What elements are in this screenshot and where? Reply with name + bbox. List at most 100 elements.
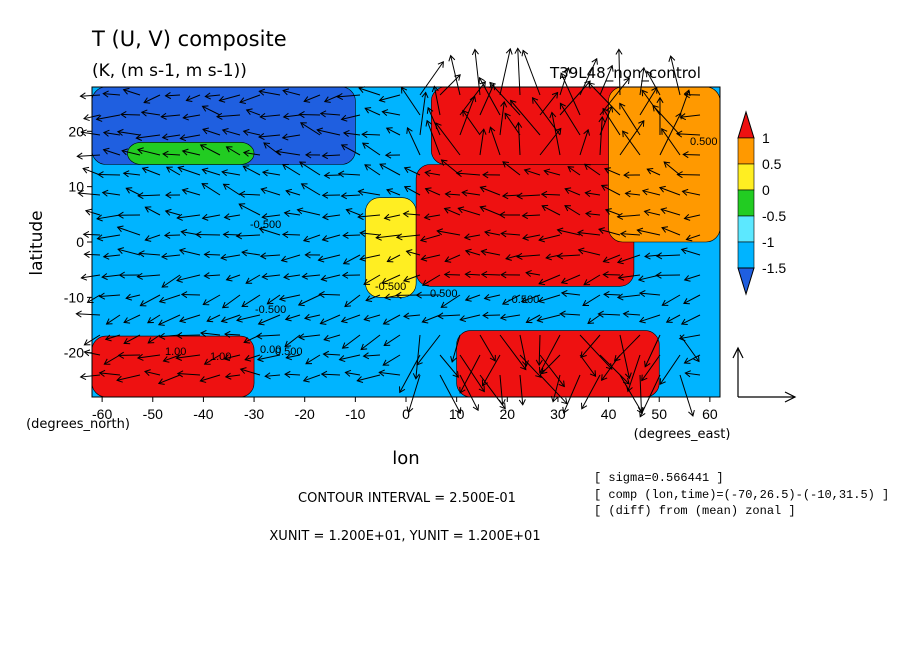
wind-vector-head [102, 129, 110, 137]
wind-vector-head [185, 95, 193, 102]
wind-vector-head [615, 48, 623, 55]
wind-vector-head [76, 152, 83, 160]
wind-vector-head [104, 334, 112, 342]
wind-vector-head [683, 357, 691, 364]
wind-vector [577, 231, 601, 236]
wind-vector [276, 150, 301, 156]
wind-vector [321, 274, 341, 280]
wind-vector [522, 214, 541, 217]
wind-vector [480, 206, 501, 216]
wind-vector-head [386, 256, 394, 263]
wind-vector-head [284, 340, 292, 348]
wind-vector [222, 171, 241, 176]
wind-vector-head [320, 274, 328, 282]
wind-vector [284, 334, 301, 347]
wind-vector [459, 354, 485, 392]
wind-vector [96, 214, 121, 220]
wind-vector [580, 334, 601, 358]
wind-vector-head [616, 257, 624, 265]
wind-vector-head [560, 289, 568, 297]
wind-vector-head [461, 189, 468, 197]
wind-vector-head [280, 255, 288, 263]
wind-vector [551, 112, 561, 156]
wind-vector-head [661, 128, 668, 135]
wind-vector-head [556, 252, 564, 260]
wind-vector [539, 374, 568, 405]
wind-vector-head [340, 114, 348, 122]
wind-vector-head [505, 47, 513, 55]
wind-vector [117, 248, 141, 256]
wind-vector [502, 161, 521, 176]
wind-vector-head [581, 402, 588, 410]
wind-vector-head [357, 213, 364, 221]
wind-vector [85, 210, 101, 216]
wind-vector [661, 128, 681, 156]
wind-vector [343, 132, 361, 136]
wind-vector [204, 253, 221, 256]
info-line-2: [ comp (lon,time)=(-70,26.5)-(-10,31.5) … [594, 488, 889, 502]
wind-vector [379, 94, 401, 101]
field-region [92, 335, 255, 397]
wind-vector-head [242, 149, 250, 157]
wind-vector-head [403, 166, 411, 174]
wind-vector [222, 294, 241, 309]
wind-vector [603, 273, 621, 276]
wind-vector [286, 354, 301, 359]
wind-vector [444, 273, 461, 276]
wind-vector-head [501, 192, 509, 200]
wind-vector [364, 314, 381, 321]
wind-vector [177, 214, 201, 219]
wind-vector [422, 314, 441, 323]
wind-vector-head [443, 207, 451, 214]
wind-vector-head [540, 367, 548, 375]
wind-vector-head [157, 319, 165, 326]
wind-vector-head [359, 254, 366, 262]
wind-vector-head [356, 376, 364, 383]
y-tick-label: -20 [64, 345, 84, 361]
wind-vector-head [220, 253, 227, 261]
wind-vector [177, 373, 201, 376]
wind-vector-head [175, 332, 183, 340]
wind-vector [420, 234, 441, 241]
wind-vector [200, 144, 221, 156]
wind-vector-head [261, 213, 268, 221]
wind-vector-head [160, 252, 168, 260]
wind-vector-head [577, 229, 584, 237]
colorbar-label: -1.5 [762, 260, 786, 276]
wind-vector-head [338, 355, 346, 363]
wind-vector-head [603, 290, 610, 298]
colorbar-swatch [737, 189, 755, 217]
wind-vector-head [516, 192, 523, 200]
wind-vector [81, 131, 101, 136]
wind-vector-head [139, 300, 147, 307]
wind-vector [105, 334, 121, 340]
wind-vector-head [585, 210, 592, 218]
y-tick-label: -10 [64, 289, 84, 305]
wind-vector [426, 120, 441, 156]
wind-vector-head [658, 185, 666, 193]
wind-vector [598, 228, 621, 236]
wind-vector [259, 90, 281, 96]
field-region [127, 142, 255, 165]
wind-vector-head [259, 252, 267, 260]
wind-vector [440, 294, 461, 308]
x-tick-label: -40 [193, 406, 213, 422]
wind-vector-head [679, 113, 687, 121]
wind-vector-head [382, 359, 390, 366]
wind-vector [225, 374, 241, 378]
wind-vector-head [416, 358, 423, 366]
wind-vector [123, 172, 141, 176]
wind-vector-head [340, 192, 348, 200]
wind-vector-head [577, 247, 585, 255]
wind-vector [561, 274, 581, 284]
wind-vector-head [323, 171, 331, 179]
wind-vector [386, 127, 401, 136]
wind-vector [401, 87, 421, 116]
wind-vector [416, 334, 441, 366]
wind-vector-head [345, 208, 353, 215]
wind-vector [659, 354, 681, 385]
wind-vector-head [459, 386, 466, 394]
wind-vector-head [123, 317, 131, 324]
wind-vector [182, 189, 201, 196]
wind-vector-head [256, 355, 264, 363]
